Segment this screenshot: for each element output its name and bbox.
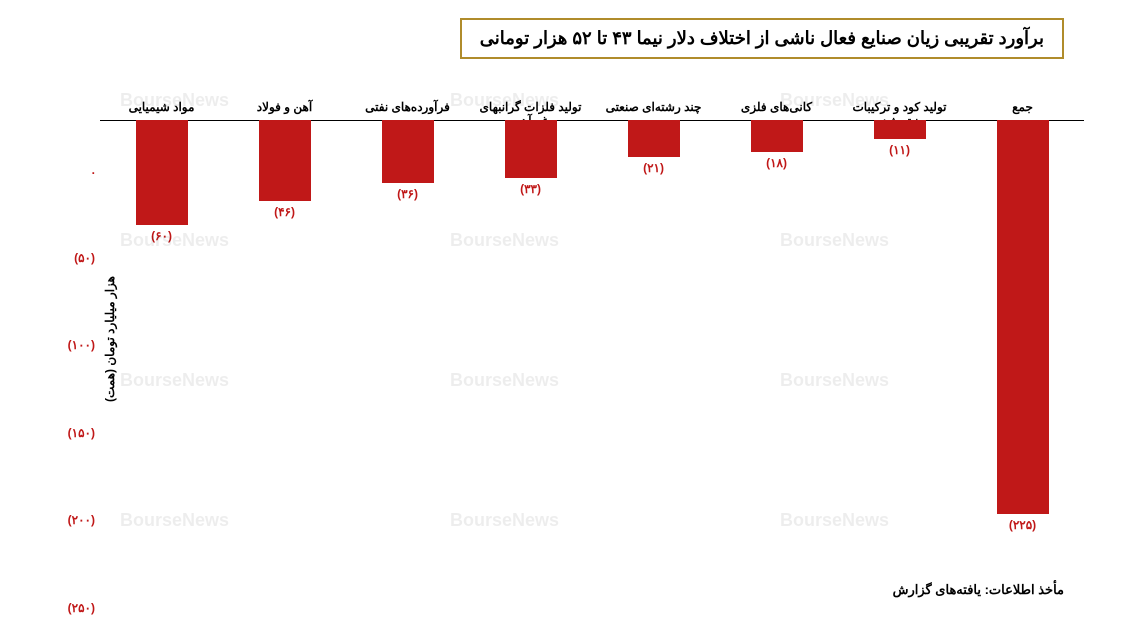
watermark: BourseNews [120, 230, 229, 251]
bar-value-label: (۳۶) [397, 187, 418, 201]
watermark: BourseNews [450, 230, 559, 251]
bar-value-label: (۲۱) [643, 161, 664, 175]
bar-value-label: (۲۲۵) [1009, 518, 1036, 532]
y-tick-label: (۱۵۰) [40, 426, 95, 440]
bar [505, 120, 557, 178]
bar [259, 120, 311, 201]
chart-area: مواد شیمیاییآهن و فولادفرآورده‌های نفتیت… [100, 70, 1084, 558]
bar [874, 120, 926, 139]
bar-column: (۳۶) [346, 120, 469, 201]
watermark: BourseNews [120, 370, 229, 391]
y-tick-label: (۵۰) [40, 251, 95, 265]
bar-column: (۴۶) [223, 120, 346, 219]
watermark: BourseNews [780, 230, 889, 251]
watermark: BourseNews [120, 90, 229, 111]
bar-column: (۳۳) [469, 120, 592, 196]
bar-column: (۱۱) [838, 120, 961, 157]
watermark: BourseNews [780, 510, 889, 531]
y-tick-label: . [40, 163, 95, 177]
watermark: BourseNews [450, 90, 559, 111]
y-tick-label: (۲۰۰) [40, 513, 95, 527]
y-axis-title: هزار میلیارد تومان (همت) [103, 276, 117, 402]
bar-value-label: (۱۸) [766, 156, 787, 170]
bar-column: (۶۰) [100, 120, 223, 243]
bar-column: (۲۱) [592, 120, 715, 175]
bar-value-label: (۱۱) [889, 143, 910, 157]
y-tick-label: (۲۵۰) [40, 601, 95, 615]
watermark: BourseNews [450, 370, 559, 391]
bars-container: (۶۰) (۴۶) (۳۶) (۳۳) (۲۱) (۱۸) (۱۱) (۲۲۵) [100, 120, 1084, 558]
bar [136, 120, 188, 225]
bar [997, 120, 1049, 514]
y-axis: .(۵۰)(۱۰۰)(۱۵۰)(۲۰۰)(۲۵۰) [40, 170, 95, 558]
watermark: BourseNews [450, 510, 559, 531]
watermark: BourseNews [780, 90, 889, 111]
chart-title: برآورد تقریبی زیان صنایع فعال ناشی از اخ… [480, 28, 1044, 48]
bar-column: (۲۲۵) [961, 120, 1084, 532]
bar-value-label: (۴۶) [274, 205, 295, 219]
y-tick-label: (۱۰۰) [40, 338, 95, 352]
chart-title-box: برآورد تقریبی زیان صنایع فعال ناشی از اخ… [460, 18, 1064, 59]
bar [751, 120, 803, 152]
bar [628, 120, 680, 157]
watermark: BourseNews [120, 510, 229, 531]
plot-area: (۶۰)(۴۶)(۳۶)(۳۳)(۲۱)(۱۸)(۱۱)(۲۲۵) .(۵۰)(… [100, 120, 1084, 558]
bar [382, 120, 434, 183]
bar-column: (۱۸) [715, 120, 838, 170]
bar-value-label: (۳۳) [520, 182, 541, 196]
watermark: BourseNews [780, 370, 889, 391]
source-text: مأخذ اطلاعات: یافته‌های گزارش [893, 582, 1064, 598]
